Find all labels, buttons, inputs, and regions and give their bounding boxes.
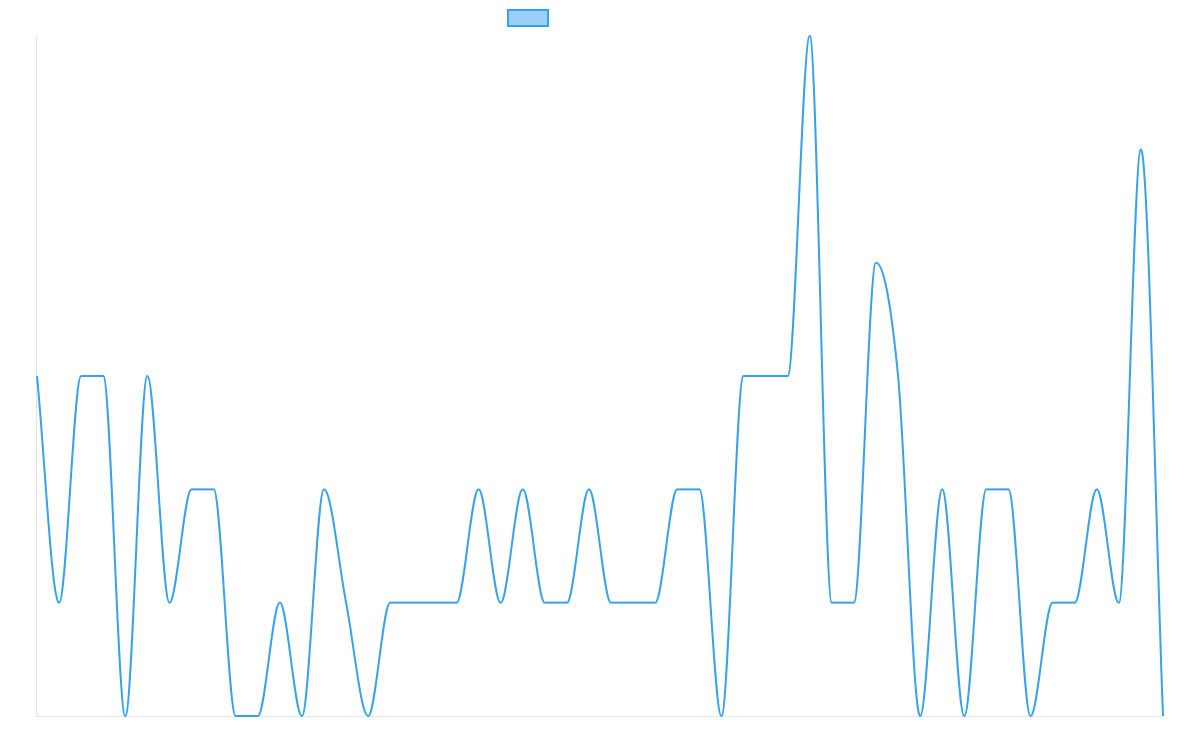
legend-swatch[interactable]: [507, 9, 549, 27]
series-line: [36, 34, 1164, 718]
legend[interactable]: [507, 9, 549, 27]
